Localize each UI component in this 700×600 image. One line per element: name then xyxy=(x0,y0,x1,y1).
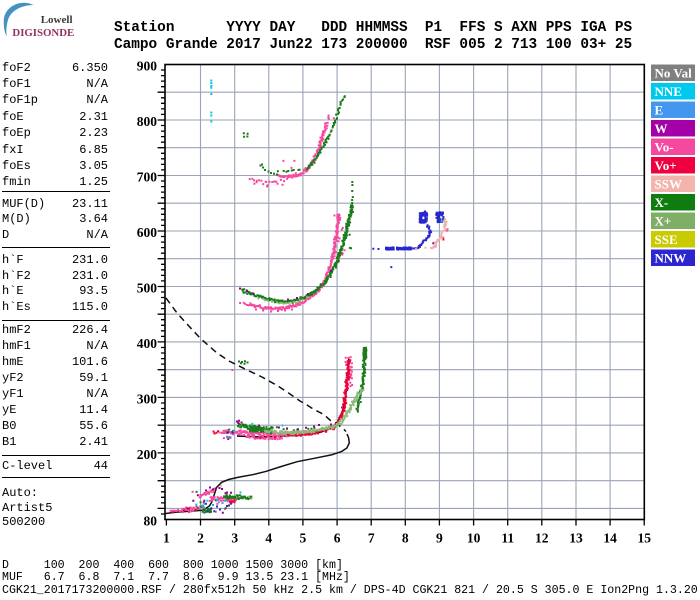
svg-text:200: 200 xyxy=(137,447,158,462)
svg-text:600: 600 xyxy=(137,225,158,240)
svg-text:400: 400 xyxy=(137,336,158,351)
svg-text:Vo-: Vo- xyxy=(655,140,674,155)
svg-text:300: 300 xyxy=(137,391,158,406)
svg-text:12: 12 xyxy=(535,531,549,546)
svg-text:DIGISONDE: DIGISONDE xyxy=(12,27,74,39)
svg-text:Lowell: Lowell xyxy=(41,14,73,26)
svg-text:7: 7 xyxy=(368,531,375,546)
svg-text:13: 13 xyxy=(569,531,583,546)
svg-text:3: 3 xyxy=(231,531,238,546)
svg-text:No Val: No Val xyxy=(655,66,693,81)
svg-text:800: 800 xyxy=(137,114,158,129)
svg-text:Vo+: Vo+ xyxy=(655,158,677,173)
svg-text:X-: X- xyxy=(655,195,669,210)
svg-text:6: 6 xyxy=(334,531,341,546)
svg-text:W: W xyxy=(655,121,668,136)
svg-text:NNE: NNE xyxy=(655,84,682,99)
svg-text:700: 700 xyxy=(137,169,158,184)
svg-text:15: 15 xyxy=(637,531,651,546)
svg-text:NNW: NNW xyxy=(655,251,687,266)
svg-text:5: 5 xyxy=(300,531,307,546)
svg-text:10: 10 xyxy=(467,531,481,546)
svg-text:4: 4 xyxy=(265,531,272,546)
svg-text:2: 2 xyxy=(197,531,204,546)
svg-text:500: 500 xyxy=(137,280,158,295)
svg-text:80: 80 xyxy=(144,513,158,528)
svg-text:SSW: SSW xyxy=(655,177,682,192)
svg-text:1: 1 xyxy=(163,531,170,546)
svg-text:E: E xyxy=(655,103,664,118)
svg-text:X+: X+ xyxy=(655,214,672,229)
svg-text:9: 9 xyxy=(436,531,443,546)
svg-text:14: 14 xyxy=(603,531,617,546)
svg-text:900: 900 xyxy=(137,58,158,73)
svg-text:11: 11 xyxy=(501,531,514,546)
svg-text:8: 8 xyxy=(402,531,409,546)
svg-text:SSE: SSE xyxy=(655,232,678,247)
